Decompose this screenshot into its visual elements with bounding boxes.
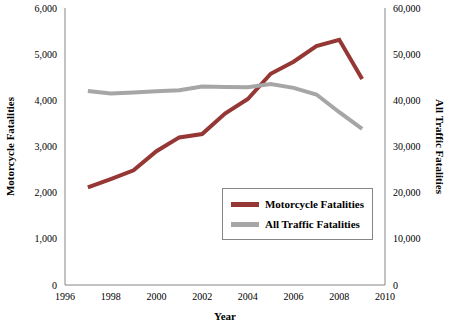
svg-text:1998: 1998 [101, 291, 121, 302]
svg-text:Year: Year [214, 310, 236, 322]
svg-text:10,000: 10,000 [393, 233, 421, 244]
svg-text:0: 0 [393, 280, 398, 291]
svg-text:30,000: 30,000 [393, 141, 421, 152]
svg-text:All Traffic Fatalities: All Traffic Fatalities [434, 99, 442, 195]
svg-text:3,000: 3,000 [35, 141, 58, 152]
svg-text:2000: 2000 [146, 291, 166, 302]
svg-text:4,000: 4,000 [35, 95, 58, 106]
svg-text:20,000: 20,000 [393, 187, 421, 198]
svg-text:5,000: 5,000 [35, 49, 58, 60]
svg-text:Motorcycle Fatalities: Motorcycle Fatalities [8, 96, 16, 196]
svg-text:6,000: 6,000 [35, 3, 58, 14]
svg-text:2008: 2008 [329, 291, 349, 302]
svg-text:1996: 1996 [55, 291, 75, 302]
svg-text:2004: 2004 [238, 291, 258, 302]
svg-text:40,000: 40,000 [393, 95, 421, 106]
svg-text:2002: 2002 [192, 291, 212, 302]
svg-text:0: 0 [52, 280, 57, 291]
svg-text:1,000: 1,000 [35, 233, 58, 244]
svg-text:2010: 2010 [375, 291, 395, 302]
html-text:Motorcycle Fatalities: Motorcycle Fatalities [264, 198, 364, 210]
svg-text:2006: 2006 [284, 291, 304, 302]
svg-text:60,000: 60,000 [393, 3, 421, 14]
svg-text:50,000: 50,000 [393, 49, 421, 60]
html-text:All Traffic Fatalities: All Traffic Fatalities [264, 218, 360, 230]
svg-text:2,000: 2,000 [35, 187, 58, 198]
